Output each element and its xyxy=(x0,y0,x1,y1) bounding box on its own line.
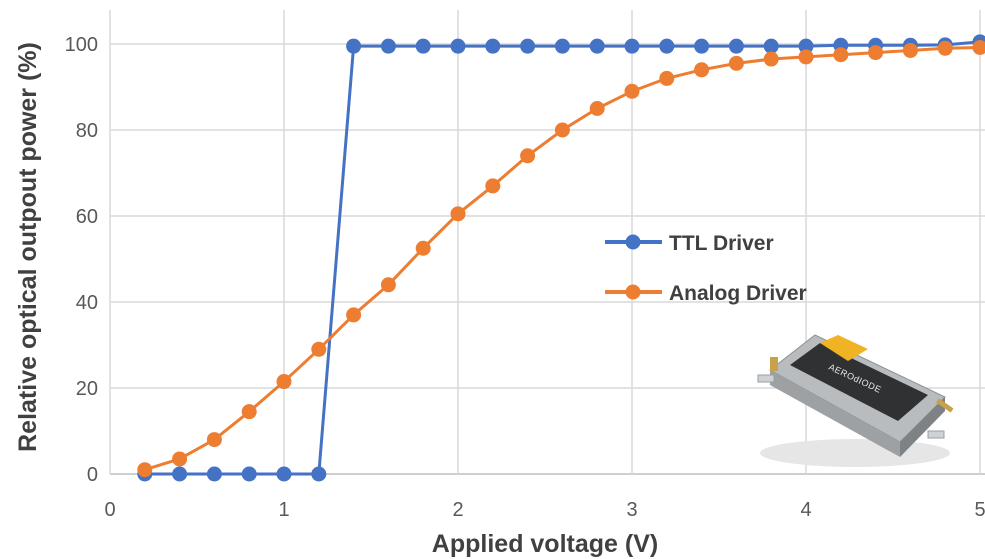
y-tick-label: 100 xyxy=(65,34,98,56)
legend-label-analog: Analog Driver xyxy=(669,282,807,305)
y-tick-label: 80 xyxy=(76,120,98,142)
data-point-ttl xyxy=(763,38,779,54)
x-tick-label: 2 xyxy=(452,499,463,521)
data-point-analog xyxy=(659,70,675,86)
data-point-ttl xyxy=(380,38,396,54)
x-axis-title: Applied voltage (V) xyxy=(432,530,658,558)
data-point-analog xyxy=(485,178,501,194)
data-point-analog xyxy=(276,374,292,390)
tick-labels: 0 20 40 60 80 100 0 1 2 3 4 5 xyxy=(65,34,985,521)
laser-driver-module-icon: AEROdIODE xyxy=(757,334,954,467)
y-tick-label: 0 xyxy=(87,464,98,486)
data-point-analog xyxy=(554,122,570,138)
data-point-ttl xyxy=(694,38,710,54)
x-tick-label: 0 xyxy=(104,499,115,521)
data-point-ttl xyxy=(311,466,327,482)
data-point-analog xyxy=(868,45,884,61)
data-point-ttl xyxy=(415,38,431,54)
x-tick-label: 4 xyxy=(800,499,811,521)
data-point-ttl xyxy=(241,466,257,482)
legend-item-analog: Analog Driver xyxy=(605,282,807,305)
data-point-ttl xyxy=(520,38,536,54)
data-point-analog xyxy=(137,462,153,478)
x-tick-label: 1 xyxy=(278,499,289,521)
data-point-ttl xyxy=(276,466,292,482)
data-point-ttl xyxy=(206,466,222,482)
data-point-analog xyxy=(798,49,814,65)
data-point-analog xyxy=(415,240,431,256)
y-tick-label: 20 xyxy=(76,378,98,400)
legend-label-ttl: TTL Driver xyxy=(669,232,774,255)
data-point-ttl xyxy=(728,38,744,54)
data-point-ttl xyxy=(554,38,570,54)
x-tick-label: 5 xyxy=(974,499,985,521)
data-point-ttl xyxy=(624,38,640,54)
x-tick-label: 3 xyxy=(626,499,637,521)
data-point-analog xyxy=(589,101,605,116)
data-point-analog xyxy=(902,42,918,58)
data-point-analog xyxy=(937,40,953,56)
data-point-analog xyxy=(311,341,327,357)
y-tick-label: 40 xyxy=(76,292,98,314)
y-axis-title: Relative optical outpout power (%) xyxy=(14,42,42,452)
data-point-analog xyxy=(172,451,188,467)
data-point-analog xyxy=(380,277,396,293)
data-point-ttl xyxy=(659,38,675,54)
data-point-ttl xyxy=(798,38,814,54)
data-point-ttl xyxy=(485,38,501,54)
data-point-analog xyxy=(450,206,466,222)
data-point-analog xyxy=(728,55,744,71)
series-layer xyxy=(137,34,985,482)
data-point-ttl xyxy=(346,38,362,54)
legend-item-ttl: TTL Driver xyxy=(605,232,774,255)
data-point-analog xyxy=(763,51,779,67)
data-point-analog xyxy=(241,404,257,420)
data-point-analog xyxy=(833,47,849,63)
grid-lines xyxy=(109,10,985,475)
data-point-analog xyxy=(346,307,362,323)
data-point-analog xyxy=(694,62,710,78)
legend-marker-analog xyxy=(625,284,641,300)
data-point-ttl xyxy=(450,38,466,54)
y-tick-label: 60 xyxy=(76,206,98,228)
data-point-analog xyxy=(972,39,985,55)
data-point-analog xyxy=(624,83,640,99)
legend: TTL Driver Analog Driver xyxy=(605,232,807,305)
data-point-analog xyxy=(206,432,222,448)
data-point-ttl xyxy=(172,466,188,482)
legend-marker-ttl xyxy=(625,234,641,250)
data-point-analog xyxy=(520,148,536,164)
data-point-ttl xyxy=(589,38,605,54)
